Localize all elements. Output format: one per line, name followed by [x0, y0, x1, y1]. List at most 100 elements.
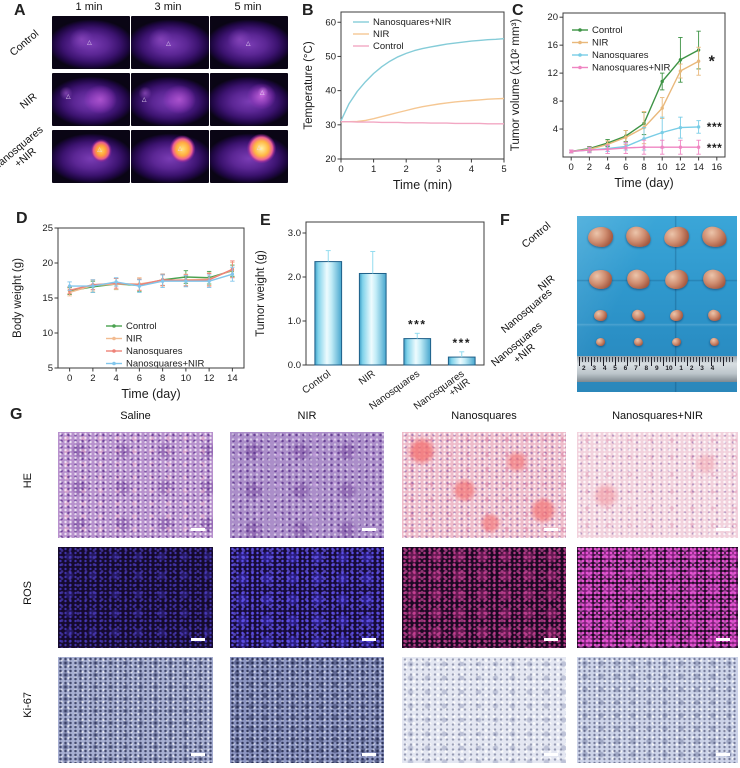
tumor [632, 337, 644, 347]
svg-text:Time (day): Time (day) [614, 176, 673, 190]
svg-text:1: 1 [371, 164, 376, 175]
svg-text:2: 2 [587, 162, 592, 173]
tumor [700, 267, 728, 291]
tumor [663, 267, 689, 291]
panel-f-row-label-nanosquares-nir: Nanosquares +NIR [489, 319, 545, 370]
tumor-row-nir [581, 264, 733, 294]
thermal-image-nanosquares-nir-5min: △ [210, 130, 288, 183]
panel-g-label: G [10, 406, 23, 423]
panel-g-row-label-ros: ROS [22, 581, 34, 605]
micrograph-ros-nanosquares-nir [577, 547, 738, 648]
svg-text:NIR: NIR [373, 29, 390, 40]
svg-text:Nanosquares+NIR: Nanosquares+NIR [126, 359, 205, 370]
panel-g-header-saline: Saline [120, 410, 151, 422]
svg-text:14: 14 [693, 162, 704, 173]
svg-text:14: 14 [227, 373, 238, 384]
tumor [708, 337, 720, 347]
svg-text:12: 12 [204, 373, 215, 384]
svg-text:0.0: 0.0 [288, 360, 301, 371]
svg-text:15: 15 [42, 293, 53, 304]
svg-text:Time (min): Time (min) [393, 178, 452, 192]
svg-text:20: 20 [42, 258, 53, 269]
svg-text:16: 16 [712, 162, 723, 173]
svg-text:***: *** [707, 120, 723, 134]
svg-text:50: 50 [325, 51, 336, 62]
panel-a-row-label-control: Control [7, 27, 42, 59]
svg-text:Control: Control [300, 369, 333, 397]
panel-b-temperature-chart: 0 1 2 3 4 5 20 30 40 50 60 Time (min) Temperature (°… [300, 0, 513, 205]
tumor-row-nanosquares [581, 304, 733, 326]
thermal-image-nanosquares-nir-3min: △ [131, 130, 209, 183]
svg-text:10: 10 [42, 328, 53, 339]
svg-text:8: 8 [553, 96, 558, 107]
svg-text:***: *** [707, 141, 723, 155]
panel-g-header-nanosquares: Nanosquares [451, 410, 517, 422]
svg-text:6: 6 [623, 162, 628, 173]
svg-text:Control: Control [373, 41, 404, 52]
svg-text:Nanosquares: Nanosquares [592, 50, 649, 61]
tumor [706, 308, 722, 322]
panel-d-body-weight-chart: 0 2 4 6 8 10 12 14 5 10 15 20 25 Time (day) Body weigh… [8, 208, 260, 420]
svg-text:5: 5 [48, 363, 53, 374]
svg-text:5: 5 [501, 164, 506, 175]
ruler-ticks [579, 357, 735, 366]
svg-text:6: 6 [137, 373, 142, 384]
svg-text:40: 40 [325, 86, 336, 97]
svg-text:25: 25 [42, 223, 53, 234]
svg-text:Nanosquares+NIR: Nanosquares+NIR [592, 63, 671, 74]
svg-text:3: 3 [436, 164, 441, 175]
panel-g-header-nanosquares-nir: Nanosquares+NIR [612, 410, 703, 422]
tumor [630, 308, 646, 322]
thermal-image-nir-1min: △ [52, 73, 130, 126]
panel-d-label: D [16, 210, 28, 227]
svg-text:Tumor volume (x10² mm³): Tumor volume (x10² mm³) [510, 19, 522, 152]
svg-text:Body weight (g): Body weight (g) [12, 258, 24, 338]
tumor [587, 227, 613, 247]
tumor [624, 267, 652, 291]
micrograph-he-nir [230, 432, 384, 538]
svg-text:8: 8 [160, 373, 165, 384]
panel-e-label: E [260, 212, 271, 229]
svg-text:4: 4 [113, 373, 118, 384]
svg-text:Tumor weight (g): Tumor weight (g) [255, 250, 267, 337]
tumor [623, 224, 653, 250]
tumor [661, 224, 691, 250]
svg-text:NIR: NIR [357, 369, 377, 388]
svg-text:Control: Control [126, 321, 157, 332]
thermal-image-control-1min: △ [52, 16, 130, 69]
micrograph-he-nanosquares [402, 432, 566, 538]
svg-text:NIR: NIR [126, 334, 143, 345]
panel-a-header-3min: 3 min [154, 1, 182, 13]
svg-text:12: 12 [547, 68, 558, 79]
svg-text:NIR: NIR [592, 38, 609, 49]
svg-text:10: 10 [657, 162, 668, 173]
panel-c-label: C [512, 2, 524, 19]
svg-text:2: 2 [404, 164, 409, 175]
thermal-image-control-3min: △ [131, 16, 209, 69]
panel-a-header-1min: 1 min [75, 1, 103, 13]
svg-text:0: 0 [569, 162, 574, 173]
svg-text:0: 0 [67, 373, 72, 384]
ruler: 2 3 4 5 6 7 8 9 10 1 2 3 4 [577, 356, 737, 382]
tumor [699, 224, 729, 250]
svg-text:***: *** [408, 317, 427, 331]
svg-text:***: *** [452, 336, 471, 350]
panel-g-row-label-he: HE [22, 473, 34, 489]
svg-text:20: 20 [547, 12, 558, 23]
micrograph-ki67-nanosquares-nir [577, 657, 738, 763]
tumor-row-nanosquares-nir [581, 334, 733, 350]
panel-a-row-label-nir: NIR [17, 90, 40, 112]
panel-a-header-5min: 5 min [234, 1, 262, 13]
thermal-image-nanosquares-nir-1min: △ [52, 130, 130, 183]
svg-text:4: 4 [553, 124, 558, 135]
svg-text:3.0: 3.0 [288, 228, 301, 239]
svg-text:4: 4 [469, 164, 474, 175]
micrograph-he-nanosquares-nir [577, 432, 738, 538]
thermal-image-nir-5min: △ [210, 73, 288, 126]
panel-c-tumor-volume-chart: 0 2 4 6 8 10 12 14 16 4 8 12 16 20 Time (day) Tumor vol… [506, 0, 740, 205]
tumor-row-control [581, 222, 733, 252]
panel-g-header-nir: NIR [297, 410, 317, 422]
micrograph-ki67-saline [58, 657, 213, 763]
tumor [670, 337, 682, 347]
